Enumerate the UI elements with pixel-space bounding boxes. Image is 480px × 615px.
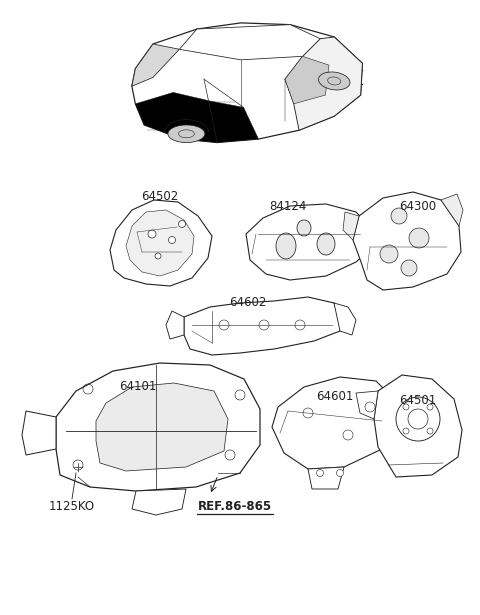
Circle shape [391,208,407,224]
Circle shape [403,428,409,434]
Polygon shape [356,391,378,419]
Circle shape [409,228,429,248]
Polygon shape [285,37,362,130]
Text: 64300: 64300 [399,200,437,213]
Ellipse shape [168,125,205,143]
Text: 64601: 64601 [316,391,354,403]
Ellipse shape [276,233,296,259]
Polygon shape [308,467,344,489]
Text: 64602: 64602 [229,295,267,309]
Ellipse shape [317,233,335,255]
Polygon shape [272,377,396,469]
Polygon shape [285,57,329,104]
Circle shape [427,404,433,410]
Polygon shape [353,192,461,290]
Text: 1125KO: 1125KO [49,501,95,514]
Circle shape [155,253,161,259]
Circle shape [168,237,176,244]
Circle shape [336,469,344,477]
Circle shape [179,221,185,228]
Circle shape [427,428,433,434]
Polygon shape [343,212,359,240]
Polygon shape [166,311,184,339]
Text: 64501: 64501 [399,394,437,407]
Ellipse shape [319,72,350,90]
Polygon shape [22,411,56,455]
Polygon shape [56,363,260,491]
Polygon shape [126,210,194,276]
Circle shape [148,230,156,238]
Polygon shape [132,489,186,515]
Polygon shape [96,383,228,471]
Polygon shape [246,204,373,280]
Circle shape [316,469,324,477]
Circle shape [380,245,398,263]
Text: 64101: 64101 [120,381,156,394]
Polygon shape [180,25,320,60]
Polygon shape [374,375,462,477]
Polygon shape [135,92,259,143]
Text: 84124: 84124 [269,200,307,213]
Polygon shape [132,44,180,86]
Polygon shape [334,303,356,335]
Text: REF.86-865: REF.86-865 [198,501,272,514]
Text: 64502: 64502 [142,191,179,204]
Polygon shape [110,200,212,286]
Circle shape [401,260,417,276]
Polygon shape [184,297,342,355]
Circle shape [72,461,84,473]
Ellipse shape [297,220,311,236]
Polygon shape [132,23,362,143]
Polygon shape [441,194,463,226]
Circle shape [403,404,409,410]
